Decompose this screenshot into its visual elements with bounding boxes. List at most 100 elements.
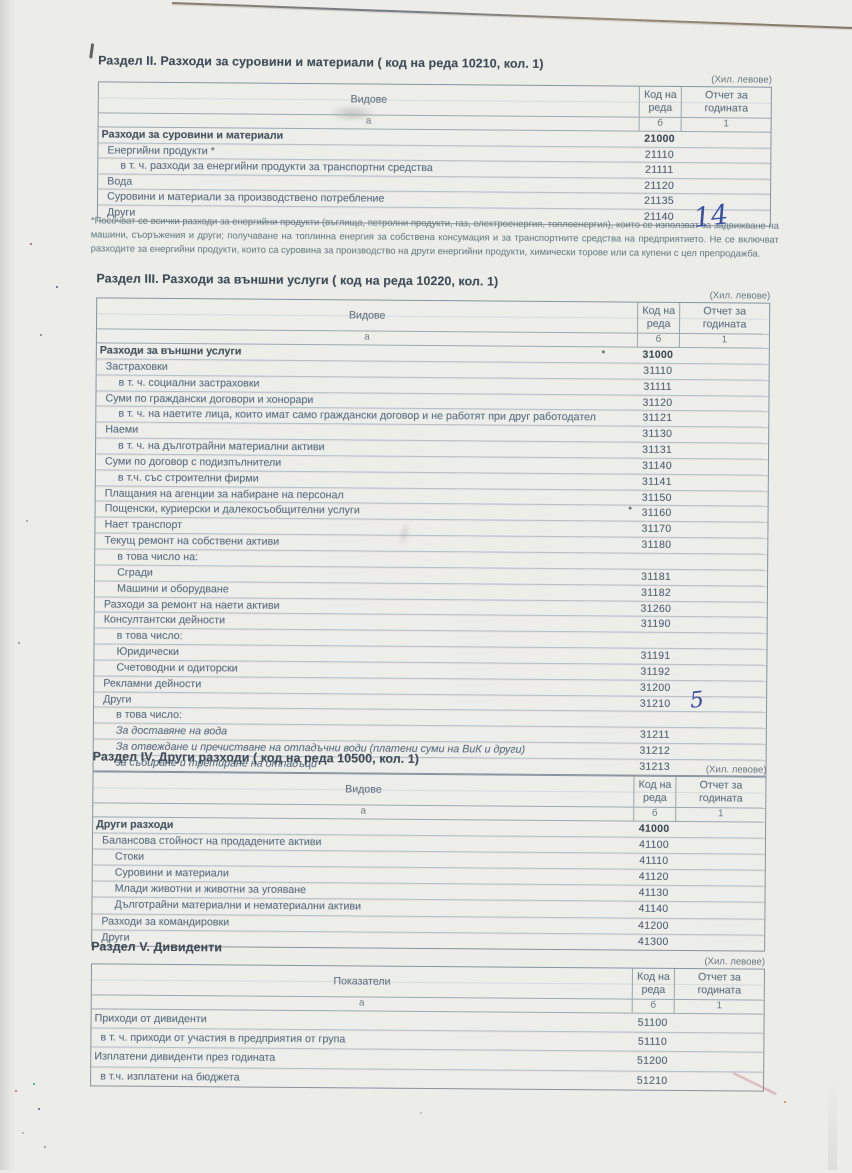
row-value-cell [678,475,768,491]
row-code: 31160 [641,507,672,520]
col-header-report: Отчет за годината [673,968,764,1000]
subheader-1: 1 [680,117,771,132]
col-header-code: Код на реда [631,968,674,999]
row-value-cell [675,870,765,886]
col-header-report: Отчет за годината [675,776,766,808]
row-value-cell [673,1014,763,1033]
row-code: 51110 [637,1035,668,1049]
handwritten-value: 5 [688,686,706,714]
row-code: 51210 [636,1074,668,1087]
subheader-1: 1 [678,333,769,348]
col-header-types: Показатели [333,974,391,988]
row-code: 31210 [639,697,671,710]
row-code: 41000 [638,822,670,835]
row-value-cell [676,665,766,681]
unit-label: (Хил. левове) [709,290,771,302]
row-value-cell [679,364,769,380]
subheader-b: б [631,999,674,1013]
row-value-cell [676,649,766,665]
row-code: 31192 [640,665,671,678]
row-code [635,633,677,648]
row-value-cell [680,132,770,147]
row-code: 31211 [639,728,670,742]
col-header-code: Код на реда [638,86,681,117]
row-code: 31111 [643,380,672,393]
row-code: 21111 [645,163,674,177]
col-header-report: Отчет за годината [680,86,771,118]
row-value-cell [677,570,767,586]
data-table: Показатели Код на реда Отчет за годината… [90,963,765,1092]
row-value-cell [677,617,767,633]
section-razdel-3: Раздел III. Разходи за външни услуги ( к… [92,271,770,777]
row-code: 31121 [642,412,673,425]
row-code: 31200 [639,681,671,694]
row-code: 31180 [641,538,672,552]
data-table: Видове Код на реда Отчет за годината а б… [91,771,767,952]
row-code: 41120 [638,870,669,884]
subheader-1: 1 [675,807,766,822]
row-code: 21110 [644,148,674,161]
row-code: 31150 [641,491,672,504]
table-body: Разходи за суровини и материали 21000 Енер… [97,127,771,235]
row-code: 51200 [636,1055,668,1068]
row-value-cell [675,854,765,870]
row-value-cell [680,179,770,194]
row-code: 31120 [642,396,673,409]
row-value-cell [674,902,764,918]
row-value-cell [673,1052,763,1071]
row-code: 31191 [640,649,671,662]
row-value-cell [678,459,768,475]
row-value-cell: 5 [676,687,766,713]
row-label: в т.ч. изплатени на бюджета [100,1070,240,1084]
row-value-cell [675,838,765,854]
table-header: Видове Код на реда Отчет за годината [96,298,770,335]
row-value-cell [679,348,769,364]
table-row: в т.ч. изплатени на бюджета 51210 [91,1067,763,1090]
scan-speckles [0,0,2,2]
col-header-code: Код на реда [633,776,676,807]
row-value-cell [678,491,768,507]
row-value-cell [679,380,769,396]
footnote: *Посочват се всички разходи за енергийни… [90,214,779,259]
row-value-cell [677,601,767,617]
row-code: 31190 [640,618,671,631]
unit-label: (Хил. левове) [704,956,766,968]
row-value-cell [675,886,765,902]
row-value-cell [680,148,770,163]
row-value-cell [678,427,768,443]
row-code [635,554,677,569]
row-code: 31181 [641,570,672,583]
row-value-cell [678,396,768,412]
col-header-code: Код на реда [636,302,680,333]
row-value-cell [678,506,768,522]
col-header-types: Видове [348,309,386,322]
row-code: 31260 [640,602,672,615]
row-value-cell [673,1033,763,1052]
row-value-cell [677,538,767,554]
table-header: Видове Код на реда Отчет за годината [93,772,766,809]
row-code: 31170 [641,522,672,536]
row-code: 31131 [642,443,673,456]
table-header: Видове Код на реда Отчет за годината [98,82,771,119]
row-code: 41100 [638,838,669,852]
section-title: Раздел II. Разходи за суровини и материа… [98,53,544,71]
handwritten-value: 14 [692,199,730,235]
row-value-cell [676,728,766,744]
scan-streak [828,1075,837,1170]
row-code: 21120 [644,179,675,192]
unit-label: (Хил. левове) [705,764,767,776]
row-value-cell [678,411,768,427]
subheader-b: б [633,807,676,821]
row-code: 31141 [641,475,672,488]
col-header-types: Видове [345,783,382,796]
row-code: 21000 [644,132,675,145]
row-value-cell [678,443,768,459]
ink-mark-artifact [89,43,95,59]
row-value-cell [676,712,766,728]
row-value-cell [677,633,767,649]
row-code: 41130 [638,887,669,900]
row-code: 41110 [639,854,669,868]
col-header-report: Отчет за годината [678,302,770,334]
row-value-cell [675,822,765,838]
